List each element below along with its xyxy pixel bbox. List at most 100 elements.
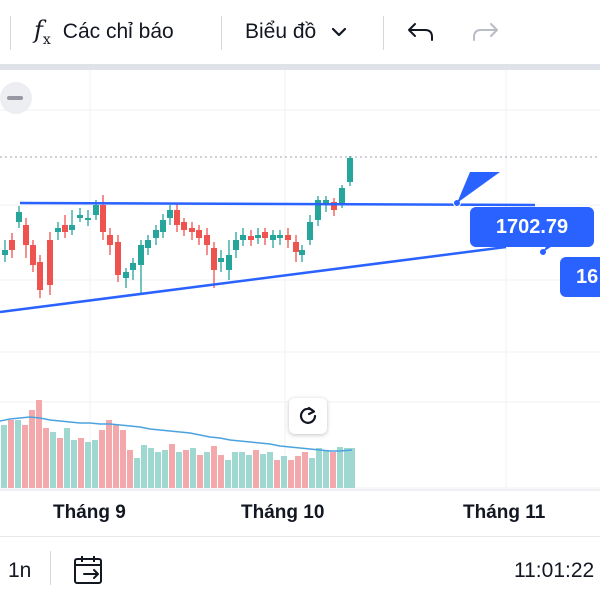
candle-body <box>160 220 166 232</box>
candle-body <box>233 240 239 250</box>
candle-body <box>277 235 283 238</box>
candle-body <box>167 210 173 218</box>
clock-time: 11:01:22 <box>514 559 595 582</box>
toolbar-divider <box>383 16 384 50</box>
toolbar-divider <box>10 16 11 50</box>
price-callout-value: 16 <box>576 265 599 288</box>
price-callout-value: 1702.79 <box>495 215 569 238</box>
volume-bar <box>15 420 21 488</box>
volume-bars <box>1 400 355 488</box>
volume-bar <box>197 455 203 488</box>
volume-bar <box>239 452 245 488</box>
support-trendline[interactable] <box>0 245 507 314</box>
chart-pane[interactable]: 1702.79 16 <box>0 70 600 536</box>
reset-icon <box>299 406 317 424</box>
go-to-date-button[interactable] <box>72 553 106 587</box>
candle-body <box>240 235 246 240</box>
candle-body <box>307 222 313 240</box>
candle-body <box>226 255 232 270</box>
time-axis-label: Tháng 10 <box>241 502 325 523</box>
volume-bar <box>204 452 210 488</box>
volume-bar <box>295 456 301 488</box>
volume-moving-average-line <box>0 416 353 452</box>
resistance-trendline[interactable] <box>19 201 536 207</box>
candle-body <box>299 250 305 255</box>
price-callout-label[interactable]: 16 <box>560 257 600 297</box>
fx-icon: fx <box>34 16 51 48</box>
candle-body <box>62 225 68 232</box>
volume-bar <box>8 420 14 488</box>
candle-body <box>30 245 36 265</box>
volume-bar <box>183 450 189 488</box>
volume-bar <box>141 445 147 488</box>
interval-button[interactable]: 1n <box>8 559 32 582</box>
indicators-button[interactable]: fx Các chỉ báo <box>34 10 174 54</box>
volume-bar <box>57 438 63 488</box>
volume-bar <box>50 432 56 488</box>
volume-bar <box>281 456 287 488</box>
redo-button[interactable] <box>470 10 500 54</box>
candle-body <box>211 248 217 270</box>
volume-bar <box>218 455 224 488</box>
chart-type-button[interactable]: Biểu đồ <box>245 10 348 54</box>
volume-bar <box>253 450 259 488</box>
candle-body <box>331 202 337 210</box>
volume-bar <box>211 446 217 488</box>
candle-body <box>339 188 345 203</box>
toolbar-shadow <box>0 64 600 70</box>
volume-bar <box>85 442 91 488</box>
bottom-toolbar: 1n 11:01:22 <box>0 536 600 601</box>
price-callout-label[interactable]: 1702.79 <box>470 207 594 247</box>
volume-bar <box>267 452 273 488</box>
candle-body <box>2 250 8 255</box>
top-toolbar: fx Các chỉ báo Biểu đồ <box>0 0 600 64</box>
time-axis-label: Tháng 9 <box>53 502 126 523</box>
candle-body <box>248 236 254 240</box>
candle-body <box>107 235 113 245</box>
candle-body <box>93 205 99 215</box>
redo-icon <box>473 23 498 41</box>
volume-bar <box>344 448 350 488</box>
candlesticks <box>2 156 353 298</box>
candle-body <box>23 225 29 245</box>
candle-body <box>196 230 202 238</box>
volume-bar <box>134 458 140 488</box>
candle-body <box>9 240 15 250</box>
volume-bar <box>106 420 112 488</box>
volume-bar <box>274 460 280 488</box>
volume-bar <box>330 452 336 488</box>
toolbar-divider <box>50 551 51 585</box>
volume-bar <box>92 440 98 488</box>
candle-body <box>47 240 53 285</box>
indicators-label: Các chỉ báo <box>62 20 174 43</box>
volume-bar <box>78 438 84 488</box>
reset-chart-button[interactable] <box>289 398 327 434</box>
candle-body <box>315 200 321 220</box>
candle-body <box>285 235 291 240</box>
candle-body <box>145 240 151 248</box>
volume-bar <box>113 425 119 488</box>
candle-body <box>69 225 75 230</box>
candle-body <box>16 212 22 222</box>
candle-body <box>270 235 276 240</box>
collapse-legend-button[interactable] <box>0 82 32 114</box>
volume-bar <box>169 444 175 488</box>
chevron-down-icon <box>332 27 347 37</box>
volume-bar <box>260 454 266 488</box>
candle-body <box>115 242 121 275</box>
undo-button[interactable] <box>406 10 436 54</box>
price-callout-pointer <box>457 172 500 203</box>
volume-bar <box>288 460 294 488</box>
candle-body <box>262 232 268 238</box>
volume-bar <box>99 430 105 488</box>
volume-bar <box>36 400 42 488</box>
candle-body <box>77 215 83 218</box>
volume-bar <box>1 425 7 488</box>
volume-bar <box>22 425 28 488</box>
candle-body <box>100 205 106 232</box>
volume-bar <box>349 448 355 488</box>
undo-icon <box>408 23 433 41</box>
volume-bar <box>316 448 322 488</box>
volume-bar <box>176 452 182 488</box>
candle-body <box>189 228 195 232</box>
